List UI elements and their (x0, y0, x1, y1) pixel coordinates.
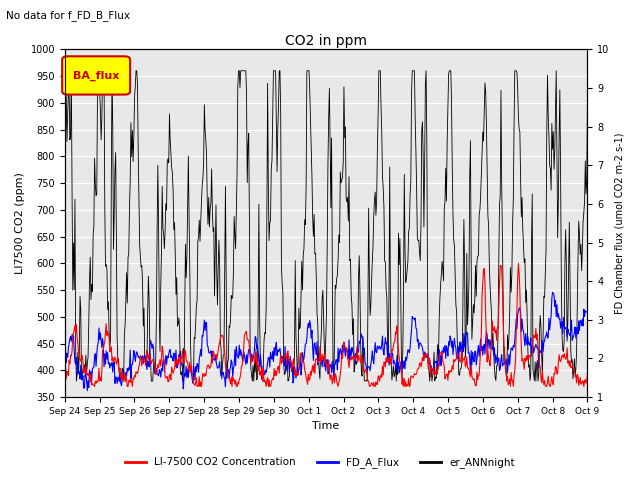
er_ANNnight (61, 68, 68, 73)
LI-7500 CO2 Concentration (91, 384, 99, 389)
Y-axis label: LI7500 CO2 (ppm): LI7500 CO2 (ppm) (15, 172, 25, 274)
FD_A_Flux (178, 360, 186, 366)
er_ANNnight (178, 369, 186, 374)
FD_A_Flux (390, 358, 398, 364)
Text: No data for f_FD_B_Flux: No data for f_FD_B_Flux (6, 10, 131, 21)
Text: BA_flux: BA_flux (73, 70, 119, 81)
FD_A_Flux (205, 350, 213, 356)
FD_A_Flux (125, 365, 132, 371)
Legend: LI-7500 CO2 Concentration, FD_A_Flux, er_ANNnight: LI-7500 CO2 Concentration, FD_A_Flux, er… (121, 453, 519, 472)
er_ANNnight (390, 374, 398, 380)
LI-7500 CO2 Concentration (584, 370, 591, 375)
LI-7500 CO2 Concentration (515, 261, 522, 266)
FD_A_Flux (548, 289, 556, 295)
LI-7500 CO2 Concentration (390, 339, 398, 345)
er_ANNnight (125, 251, 132, 256)
er_ANNnight (72, 378, 80, 384)
X-axis label: Time: Time (312, 421, 340, 432)
FD_A_Flux (406, 350, 413, 356)
Line: LI-7500 CO2 Concentration: LI-7500 CO2 Concentration (65, 264, 588, 386)
LI-7500 CO2 Concentration (178, 355, 186, 360)
FancyBboxPatch shape (62, 56, 130, 95)
FD_A_Flux (61, 358, 68, 364)
FD_A_Flux (584, 309, 591, 314)
Line: er_ANNnight: er_ANNnight (65, 71, 588, 381)
FD_A_Flux (83, 388, 91, 394)
Title: CO2 in ppm: CO2 in ppm (285, 34, 367, 48)
er_ANNnight (406, 225, 413, 230)
er_ANNnight (205, 224, 213, 230)
er_ANNnight (70, 287, 78, 292)
LI-7500 CO2 Concentration (125, 378, 132, 384)
LI-7500 CO2 Concentration (406, 384, 413, 389)
FD_A_Flux (70, 348, 78, 353)
LI-7500 CO2 Concentration (61, 379, 68, 384)
Y-axis label: FD Chamber flux (umol CO2 m-2 s-1): FD Chamber flux (umol CO2 m-2 s-1) (615, 132, 625, 314)
er_ANNnight (584, 96, 591, 102)
LI-7500 CO2 Concentration (70, 327, 78, 333)
Line: FD_A_Flux: FD_A_Flux (65, 292, 588, 391)
LI-7500 CO2 Concentration (205, 366, 213, 372)
